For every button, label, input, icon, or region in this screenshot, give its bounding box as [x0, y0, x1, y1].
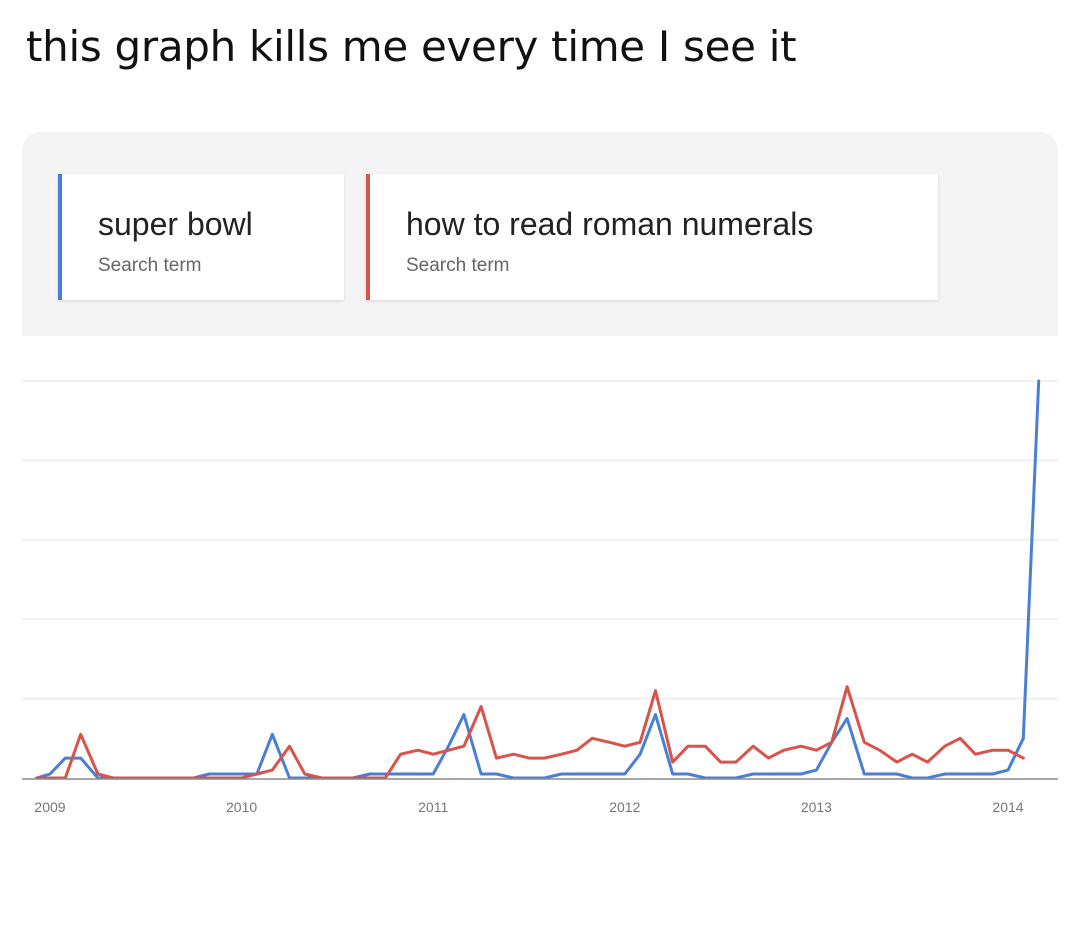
- trends-card: super bowl Search term how to read roman…: [22, 132, 1058, 830]
- x-tick-label: 2013: [801, 799, 832, 815]
- legend-subtitle: Search term: [406, 255, 510, 276]
- line-chart: 2009 2010 2011 2012 2013 2014: [22, 379, 1058, 815]
- x-tick-label: 2014: [992, 799, 1023, 815]
- post-caption: this graph kills me every time I see it: [26, 22, 797, 71]
- legend-color-bar: [58, 174, 62, 300]
- x-tick-label: 2012: [609, 799, 640, 815]
- legend-color-bar: [366, 174, 370, 300]
- x-tick-label: 2010: [226, 799, 257, 815]
- legend-term: how to read roman numerals: [406, 206, 814, 242]
- x-tick-label: 2011: [418, 799, 448, 815]
- series-line-super-bowl: [35, 713, 1025, 780]
- legend-term: super bowl: [98, 206, 253, 242]
- series-line-super-bowl: [1021, 379, 1041, 740]
- legend-subtitle: Search term: [98, 255, 202, 276]
- legend-item-super-bowl[interactable]: super bowl Search term: [58, 174, 344, 300]
- legend-item-roman-numerals[interactable]: how to read roman numerals Search term: [366, 174, 938, 300]
- series-line-how-to-read-roman-numerals: [35, 685, 1025, 780]
- plot-area: 2009 2010 2011 2012 2013 2014: [22, 336, 1058, 830]
- x-tick-label: 2009: [34, 799, 65, 815]
